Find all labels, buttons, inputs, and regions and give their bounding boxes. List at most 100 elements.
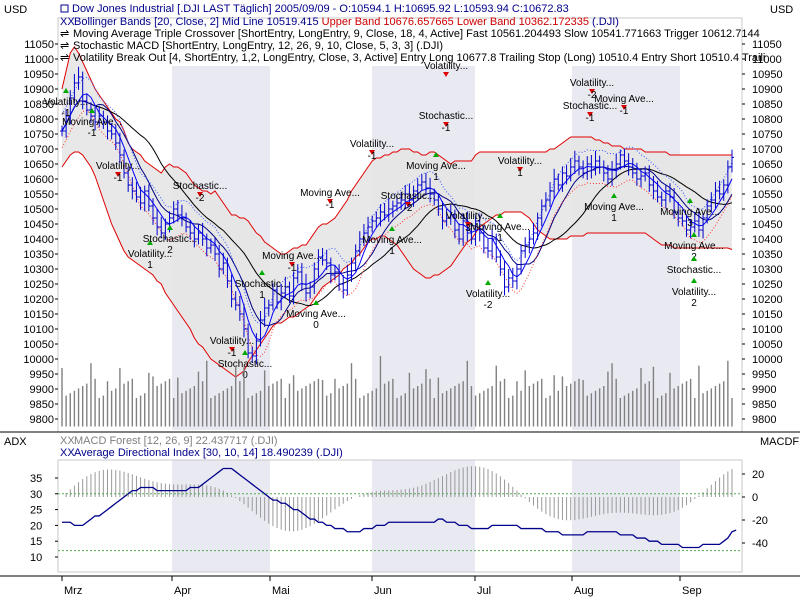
signal-count: 3	[465, 223, 471, 234]
signal-label: Moving Ave...	[262, 251, 322, 262]
volatility-lower-dotted	[61, 109, 733, 357]
month-label: Sep	[682, 585, 702, 597]
signal-count: 1	[517, 168, 523, 179]
adx-tick: 30	[30, 489, 42, 501]
legend-triple-crossover-text: Moving Average Triple Crossover [ShortEn…	[73, 28, 760, 40]
signal-label: Volatility...	[570, 78, 614, 89]
adx-tick: 15	[30, 536, 42, 548]
price-tick-left: 10800	[23, 114, 54, 126]
buy-arrow	[691, 232, 697, 237]
legend-item-price[interactable]: Dow Jones Industrial [.DJI LAST Täglich]…	[60, 3, 569, 15]
signal-label: Volatility...	[96, 161, 140, 172]
signal-label: Volatility...	[350, 139, 394, 150]
price-tick-left: 10350	[23, 249, 54, 261]
left-unit-label: USD	[4, 4, 27, 16]
signal-label: Volatility...	[672, 287, 716, 298]
sell-arrow	[465, 222, 471, 227]
bollinger-icon: XX	[60, 16, 75, 28]
buy-arrow	[691, 256, 697, 261]
price-tick-left: 9800	[30, 414, 54, 426]
buy-arrow	[242, 350, 248, 355]
crossover-icon: ⇌	[60, 52, 69, 64]
legend-price-text: Dow Jones Industrial [.DJI LAST Täglich]…	[72, 3, 569, 15]
price-tick-right: 10750	[752, 129, 783, 141]
sell-arrow	[369, 150, 375, 155]
price-tick-right: 10250	[752, 279, 783, 291]
signal-count: 1	[147, 260, 153, 271]
price-tick-right: 10150	[752, 309, 783, 321]
price-tick-right: 10350	[752, 249, 783, 261]
legend-item-bollinger[interactable]: XX Bollinger Bands [20, Close, 2] Mid Li…	[60, 16, 619, 28]
macdf-axis-label: MACDF	[760, 436, 799, 448]
price-tick-left: 9850	[30, 399, 54, 411]
price-tick-right: 10700	[752, 144, 783, 156]
legend-item-volatility-breakout[interactable]: ⇌ Volatility Break Out [4, ShortEntry, 1…	[60, 52, 765, 64]
month-shade-upper	[572, 66, 680, 430]
legend-stochastic-macd-text: Stochastic MACD [ShortEntry, LongEntry, …	[73, 40, 443, 52]
macdf-tick: -40	[752, 538, 768, 550]
signal-count: 1	[389, 246, 395, 257]
price-tick-left: 10750	[23, 129, 54, 141]
price-tick-right: 10300	[752, 264, 783, 276]
signal-count: -1	[620, 106, 629, 117]
month-shade-lower	[572, 460, 680, 572]
signal-count: 3	[687, 218, 693, 229]
signal-label: Stochastic...	[381, 191, 435, 202]
price-tick-right: 10850	[752, 99, 783, 111]
legend-bollinger-symbol: (.DJI)	[589, 16, 619, 28]
bollinger-band-fill	[62, 47, 732, 377]
signal-label: Volatility...	[446, 211, 490, 222]
signal-count: -1	[62, 108, 71, 119]
signal-count: 1	[433, 172, 439, 183]
legend-volatility-breakout-text: Volatility Break Out [4, ShortEntry, 1,2…	[73, 52, 765, 64]
signal-count: -1	[326, 200, 335, 211]
buy-arrow	[485, 280, 491, 285]
signal-label: Moving Ave...	[406, 161, 466, 172]
signal-label: Moving Ave...	[584, 202, 644, 213]
signal-count: 1	[611, 213, 617, 224]
price-tick-left: 10150	[23, 309, 54, 321]
price-tick-right: 9850	[752, 399, 776, 411]
price-tick-right: 10500	[752, 204, 783, 216]
sell-arrow	[443, 72, 449, 77]
price-tick-right: 10400	[752, 234, 783, 246]
month-shade-lower	[172, 460, 270, 572]
lower-panel-layer	[58, 466, 742, 552]
signal-count: -2	[588, 90, 597, 101]
price-tick-left: 10100	[23, 324, 54, 336]
signal-count: -2	[404, 203, 413, 214]
signal-label: Volatility...	[128, 249, 172, 260]
sell-arrow	[327, 199, 333, 204]
signal-label: Volatility...	[498, 156, 542, 167]
sell-arrow	[443, 122, 449, 127]
signal-label: Stochastic...	[143, 234, 197, 245]
month-label: Jul	[477, 585, 491, 597]
price-tick-left: 10550	[23, 189, 54, 201]
macdf-tick: -20	[752, 515, 768, 527]
sell-arrow	[517, 167, 523, 172]
signal-count: 0	[242, 370, 248, 381]
legend-item-stochastic-macd[interactable]: ⇌ Stochastic MACD [ShortEntry, LongEntry…	[60, 40, 443, 52]
signal-label: Volatility...	[44, 97, 88, 108]
square-icon	[60, 4, 69, 13]
signal-label: Moving Ave...	[286, 309, 346, 320]
legend-item-macd-forest[interactable]: XX MACD Forest [12, 26, 9] 22.437717 (.D…	[60, 435, 278, 447]
price-tick-left: 10250	[23, 279, 54, 291]
adx-tick: 25	[30, 505, 42, 517]
buy-arrow	[691, 278, 697, 283]
legend-item-adx[interactable]: XX Average Directional Index [30, 10, 14…	[60, 447, 343, 459]
price-tick-left: 9950	[30, 369, 54, 381]
signal-label: Moving Ave...	[470, 222, 530, 233]
price-tick-left: 11050	[24, 39, 54, 51]
price-tick-left: 10900	[23, 84, 54, 96]
price-tick-right: 10800	[752, 114, 783, 126]
legend-item-triple-crossover[interactable]: ⇌ Moving Average Triple Crossover [Short…	[60, 28, 760, 40]
signal-count: -1	[442, 123, 451, 134]
signal-label: Stochastic...	[235, 279, 289, 290]
price-tick-left: 10850	[23, 99, 54, 111]
lower-panel-frame	[57, 459, 743, 573]
signal-label: Stochastic...	[419, 111, 473, 122]
